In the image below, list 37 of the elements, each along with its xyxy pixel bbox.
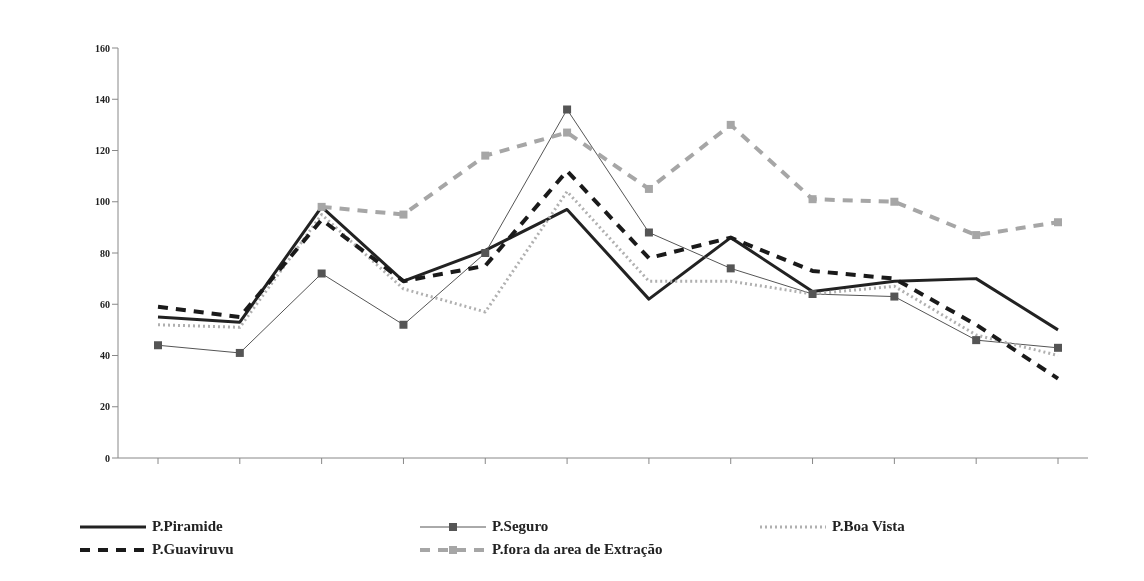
point [972, 231, 981, 240]
point [317, 269, 326, 278]
point [644, 228, 653, 237]
line-series [156, 169, 1060, 381]
point [890, 292, 899, 301]
point [726, 120, 735, 129]
point [399, 320, 408, 329]
point [644, 184, 653, 193]
legend-label: P.Boa Vista [832, 518, 905, 535]
legend-label: P.Piramide [152, 518, 223, 535]
point [154, 341, 162, 350]
y-tick-label: 120 [95, 145, 110, 157]
y-tick-label: 100 [95, 196, 110, 208]
point [563, 105, 572, 114]
point [399, 210, 408, 219]
point [563, 128, 572, 137]
point [890, 197, 899, 206]
y-tick-label: 0 [105, 452, 110, 464]
point [726, 264, 735, 273]
y-tick-label: 20 [100, 401, 110, 413]
y-tick-label: 60 [100, 298, 110, 310]
point [1054, 218, 1062, 227]
point [808, 290, 817, 298]
y-tick-label: 140 [95, 93, 110, 105]
point [1054, 343, 1062, 352]
point [235, 348, 244, 357]
point [972, 336, 981, 345]
legend-label: P.Guaviruvu [152, 541, 234, 558]
y-tick-label: 160 [95, 42, 110, 54]
legend-label: P.fora da area de Extração [492, 541, 663, 558]
point [317, 202, 326, 211]
y-tick-label: 80 [100, 247, 110, 259]
point [808, 195, 817, 204]
y-tick-label: 40 [100, 350, 110, 362]
legend-label: P.Seguro [492, 518, 549, 535]
point [481, 151, 490, 160]
point [481, 249, 490, 257]
